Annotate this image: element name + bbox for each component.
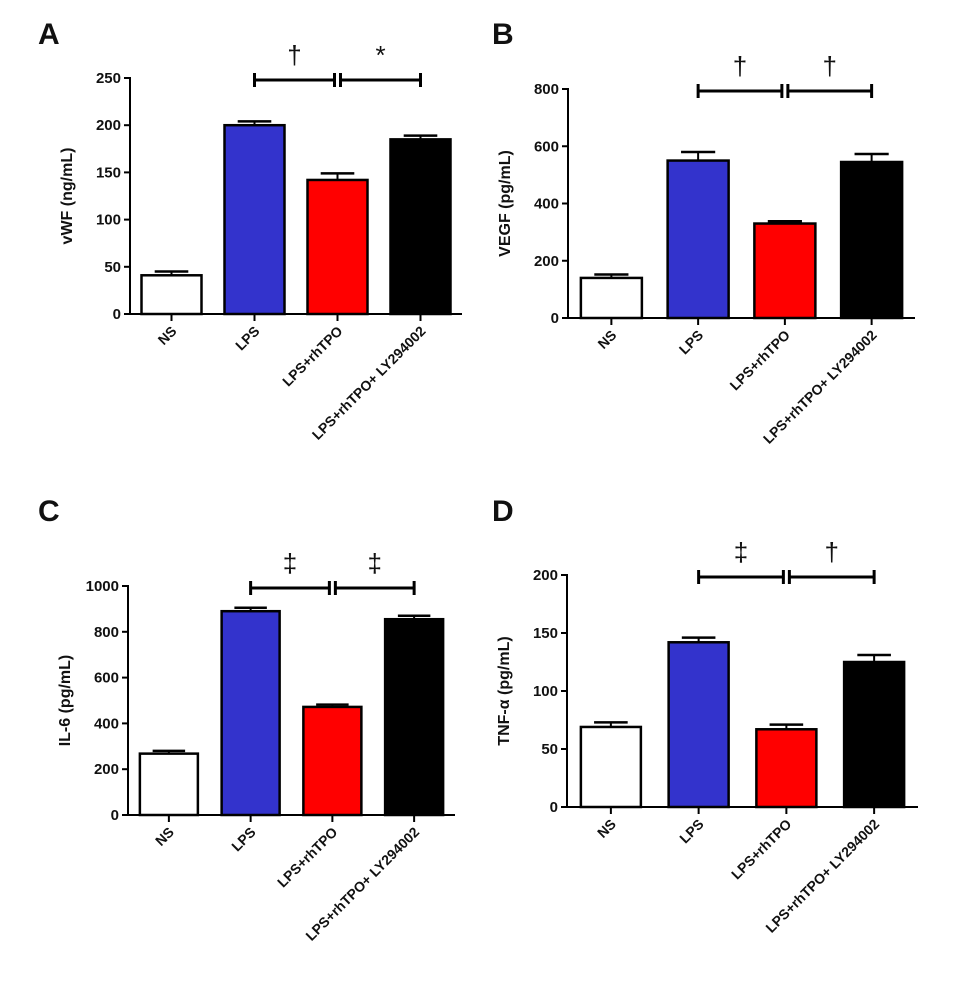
bar-lps-rhtpo-ly294002 [389, 138, 452, 316]
y-tick-label: 400 [534, 196, 559, 213]
significance-symbol: † [823, 51, 837, 81]
x-category-label: LPS+rhTPO [274, 824, 341, 891]
y-tick-label: 200 [94, 761, 119, 778]
y-tick-label: 150 [96, 164, 121, 181]
panel-a: A 0 50 100 150 200 250 vWF (ng/mL) NS LPS LPS+rhT… [0, 0, 490, 495]
y-tick-label: 0 [113, 306, 121, 323]
x-category-label: NS [152, 824, 177, 849]
y-tick-label: 200 [96, 117, 121, 134]
panel-letter-a: A [38, 18, 60, 51]
bar-lps-rhtpo-ly294002 [842, 660, 906, 809]
y-tick-label: 600 [94, 670, 119, 687]
x-category-label: NS [155, 323, 180, 348]
bar-lps-rhtpo [753, 222, 817, 320]
panel-c: C 0 200 400 600 800 1000 IL-6 (pg/mL) NS LPS LPS+… [0, 495, 490, 990]
y-axis-label: IL-6 (pg/mL) [57, 655, 74, 747]
significance-symbol: * [375, 40, 385, 70]
il6-bar-chart: 0 200 400 600 800 1000 IL-6 (pg/mL) NS LPS LPS+rh… [57, 548, 455, 944]
bar-lps [223, 123, 286, 316]
panel-d: D 0 50 100 150 200 TNF-α (pg/mL) NS LPS LPS+rhTP… [490, 495, 980, 990]
significance-symbol: ‡ [734, 537, 748, 567]
y-tick-label: 250 [96, 70, 121, 87]
x-category-label: LPS+rhTPO [726, 327, 793, 394]
x-category-label: NS [594, 816, 619, 841]
significance-symbol: † [733, 51, 747, 81]
y-tick-label: 0 [551, 310, 559, 327]
panel-letter-b: B [492, 18, 514, 51]
y-tick-label: 50 [104, 259, 121, 276]
x-category-label: LPS [228, 824, 259, 855]
y-tick-label: 150 [533, 625, 558, 642]
y-axis-label: VEGF (pg/mL) [497, 150, 514, 257]
y-tick-label: 1000 [86, 578, 119, 595]
panel-letter-d: D [492, 495, 514, 528]
vwf-bar-chart: 0 50 100 150 200 250 vWF (ng/mL) NS LPS LPS+rhTPO… [59, 40, 462, 443]
bar-lps [667, 641, 730, 809]
y-tick-label: 50 [541, 741, 558, 758]
y-tick-label: 100 [533, 683, 558, 700]
panel-letter-c: C [38, 495, 60, 528]
x-category-label: LPS [676, 327, 707, 358]
y-tick-label: 400 [94, 715, 119, 732]
y-tick-label: 200 [533, 567, 558, 584]
x-category-label: NS [594, 327, 619, 352]
y-tick-label: 100 [96, 212, 121, 229]
y-tick-label: 0 [550, 799, 558, 816]
significance-symbol: ‡ [283, 548, 297, 578]
significance-symbol: † [287, 40, 301, 70]
x-category-label: LPS+rhTPO [279, 323, 346, 390]
x-category-label: LPS+rhTPO [728, 816, 795, 883]
bar-lps [220, 609, 281, 817]
bar-ns [138, 752, 200, 817]
y-tick-label: 200 [534, 253, 559, 270]
bar-ns [579, 276, 644, 320]
bar-lps-rhtpo-ly294002 [383, 617, 445, 817]
x-category-label: LPS [676, 816, 707, 847]
y-tick-label: 800 [94, 624, 119, 641]
x-category-label: LPS [232, 323, 263, 354]
y-axis-label: TNF-α (pg/mL) [496, 636, 513, 745]
bar-lps-rhtpo [755, 728, 818, 809]
bar-ns [579, 725, 643, 809]
y-tick-label: 800 [534, 81, 559, 98]
bar-lps [666, 159, 730, 320]
panel-b: B 0 200 400 600 800 VEGF (pg/mL) NS LPS LPS+rhTP… [490, 0, 980, 495]
bar-lps-rhtpo [306, 178, 369, 316]
bar-ns [140, 274, 203, 316]
bar-lps-rhtpo [302, 705, 363, 817]
significance-symbol: † [825, 537, 839, 567]
y-tick-label: 600 [534, 138, 559, 155]
significance-symbol: ‡ [368, 548, 382, 578]
y-tick-label: 0 [111, 807, 119, 824]
y-axis-label: vWF (ng/mL) [59, 148, 76, 245]
bar-lps-rhtpo-ly294002 [839, 160, 904, 320]
